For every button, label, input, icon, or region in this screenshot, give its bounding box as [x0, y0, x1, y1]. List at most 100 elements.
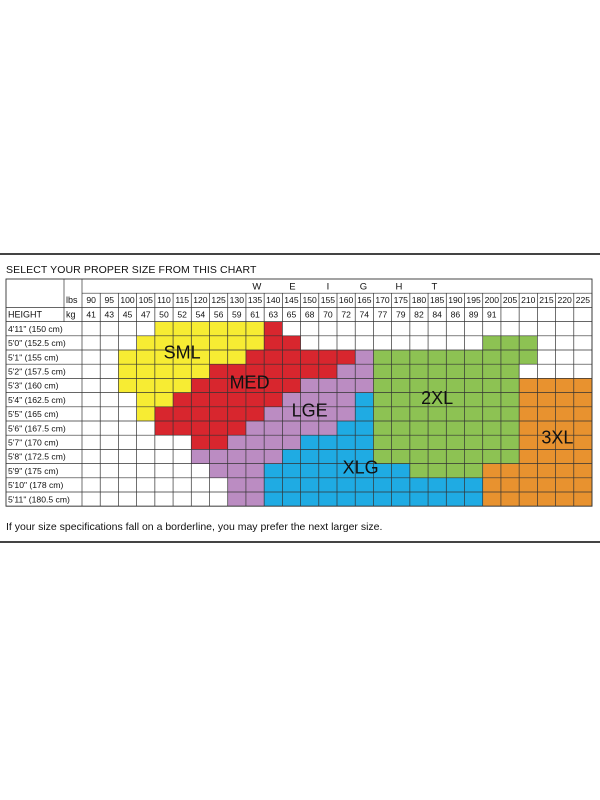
size-cell-2xl: [519, 335, 538, 350]
weight-kg-tick: 86: [451, 309, 461, 319]
size-cell-2xl: [446, 463, 465, 478]
size-cell-lge: [318, 378, 337, 393]
size-label-lge: LGE: [292, 401, 328, 421]
footnote: If your size specifications fall on a bo…: [6, 521, 383, 533]
size-cell-xlg: [282, 477, 301, 492]
size-cell-sml: [173, 378, 192, 393]
weight-kg-tick: 70: [323, 309, 333, 319]
size-cell-3xl: [537, 406, 556, 421]
size-cell-2xl: [428, 378, 447, 393]
size-cell-xlg: [318, 477, 337, 492]
size-label-sml: SML: [164, 343, 201, 363]
size-cell-med: [282, 350, 301, 365]
size-cell-xlg: [409, 477, 429, 492]
size-cell-2xl: [373, 350, 392, 365]
size-cell-med: [173, 421, 192, 436]
size-cell-3xl: [537, 392, 556, 407]
size-cell-2xl: [373, 449, 392, 464]
size-cell-sml: [154, 378, 174, 393]
size-cell-2xl: [500, 364, 520, 379]
weight-lbs-tick: 220: [558, 295, 573, 305]
size-cell-sml: [245, 321, 265, 336]
size-cell-med: [209, 378, 228, 393]
size-cell-3xl: [555, 406, 574, 421]
size-cell-3xl: [573, 463, 592, 478]
size-cell-2xl: [391, 392, 410, 407]
size-cell-sml: [154, 392, 174, 407]
size-cell-sml: [191, 350, 210, 365]
size-cell-2xl: [482, 335, 501, 350]
size-cell-3xl: [573, 392, 592, 407]
size-cell-sml: [118, 350, 137, 365]
size-cell-xlg: [337, 435, 356, 450]
size-cell-3xl: [519, 392, 538, 407]
size-cell-lge: [227, 477, 246, 492]
weight-kg-tick: 54: [196, 309, 206, 319]
size-cell-lge: [355, 364, 374, 379]
size-cell-3xl: [537, 378, 556, 393]
weight-lbs-tick: 135: [248, 295, 263, 305]
size-cell-med: [337, 350, 356, 365]
size-cell-2xl: [373, 421, 392, 436]
size-cell-2xl: [446, 435, 465, 450]
size-cell-3xl: [555, 477, 574, 492]
size-cell-sml: [191, 321, 210, 336]
size-cell-sml: [173, 335, 192, 350]
size-cell-3xl: [555, 435, 574, 450]
size-cell-med: [154, 421, 174, 436]
weight-kg-tick: 52: [177, 309, 187, 319]
size-cell-2xl: [500, 435, 520, 450]
weight-lbs-tick: 90: [86, 295, 96, 305]
weight-kg-tick: 91: [487, 309, 497, 319]
size-cell-med: [282, 335, 301, 350]
size-cell-med: [245, 378, 265, 393]
size-cell-med: [245, 406, 265, 421]
size-cell-med: [300, 364, 319, 379]
lbs-label: lbs: [66, 295, 78, 305]
weight-kg-tick: 47: [141, 309, 151, 319]
size-cell-2xl: [391, 421, 410, 436]
size-cell-2xl: [391, 350, 410, 365]
height-row-label: 5'7" (170 cm): [8, 438, 59, 448]
size-cell-2xl: [428, 364, 447, 379]
size-cell-sml: [154, 321, 174, 336]
size-cell-sml: [154, 350, 174, 365]
size-cell-med: [191, 392, 210, 407]
size-cell-2xl: [464, 406, 483, 421]
weight-lbs-tick: 205: [503, 295, 518, 305]
weight-kg-tick: 50: [159, 309, 169, 319]
size-cell-xlg: [282, 492, 301, 507]
size-cell-3xl: [537, 421, 556, 436]
weight-kg-tick: 74: [360, 309, 370, 319]
size-cell-lge: [337, 378, 356, 393]
weight-header-letter: I: [327, 282, 330, 293]
weight-lbs-tick: 185: [430, 295, 445, 305]
size-cell-2xl: [482, 350, 501, 365]
size-cell-2xl: [391, 449, 410, 464]
height-row-label: 5'2" (157.5 cm): [8, 367, 66, 377]
size-cell-3xl: [573, 378, 592, 393]
size-cell-lge: [318, 406, 337, 421]
size-cell-sml: [136, 406, 155, 421]
weight-lbs-tick: 115: [175, 295, 189, 305]
size-cell-sml: [154, 364, 174, 379]
size-cell-med: [227, 392, 246, 407]
weight-kg-tick: 65: [287, 309, 297, 319]
size-cell-3xl: [555, 463, 574, 478]
size-cell-sml: [209, 335, 228, 350]
size-cell-2xl: [391, 378, 410, 393]
size-cell-lge: [282, 406, 301, 421]
size-cell-2xl: [464, 421, 483, 436]
size-cell-2xl: [428, 449, 447, 464]
weight-lbs-tick: 175: [394, 295, 409, 305]
weight-lbs-tick: 165: [357, 295, 372, 305]
size-cell-2xl: [500, 378, 520, 393]
size-cell-3xl: [573, 406, 592, 421]
size-cell-2xl: [409, 463, 429, 478]
size-cell-xlg: [446, 492, 465, 507]
weight-lbs-tick: 145: [284, 295, 299, 305]
weight-lbs-tick: 120: [193, 295, 208, 305]
size-cell-2xl: [482, 378, 501, 393]
size-cell-2xl: [446, 378, 465, 393]
size-cell-med: [227, 364, 246, 379]
